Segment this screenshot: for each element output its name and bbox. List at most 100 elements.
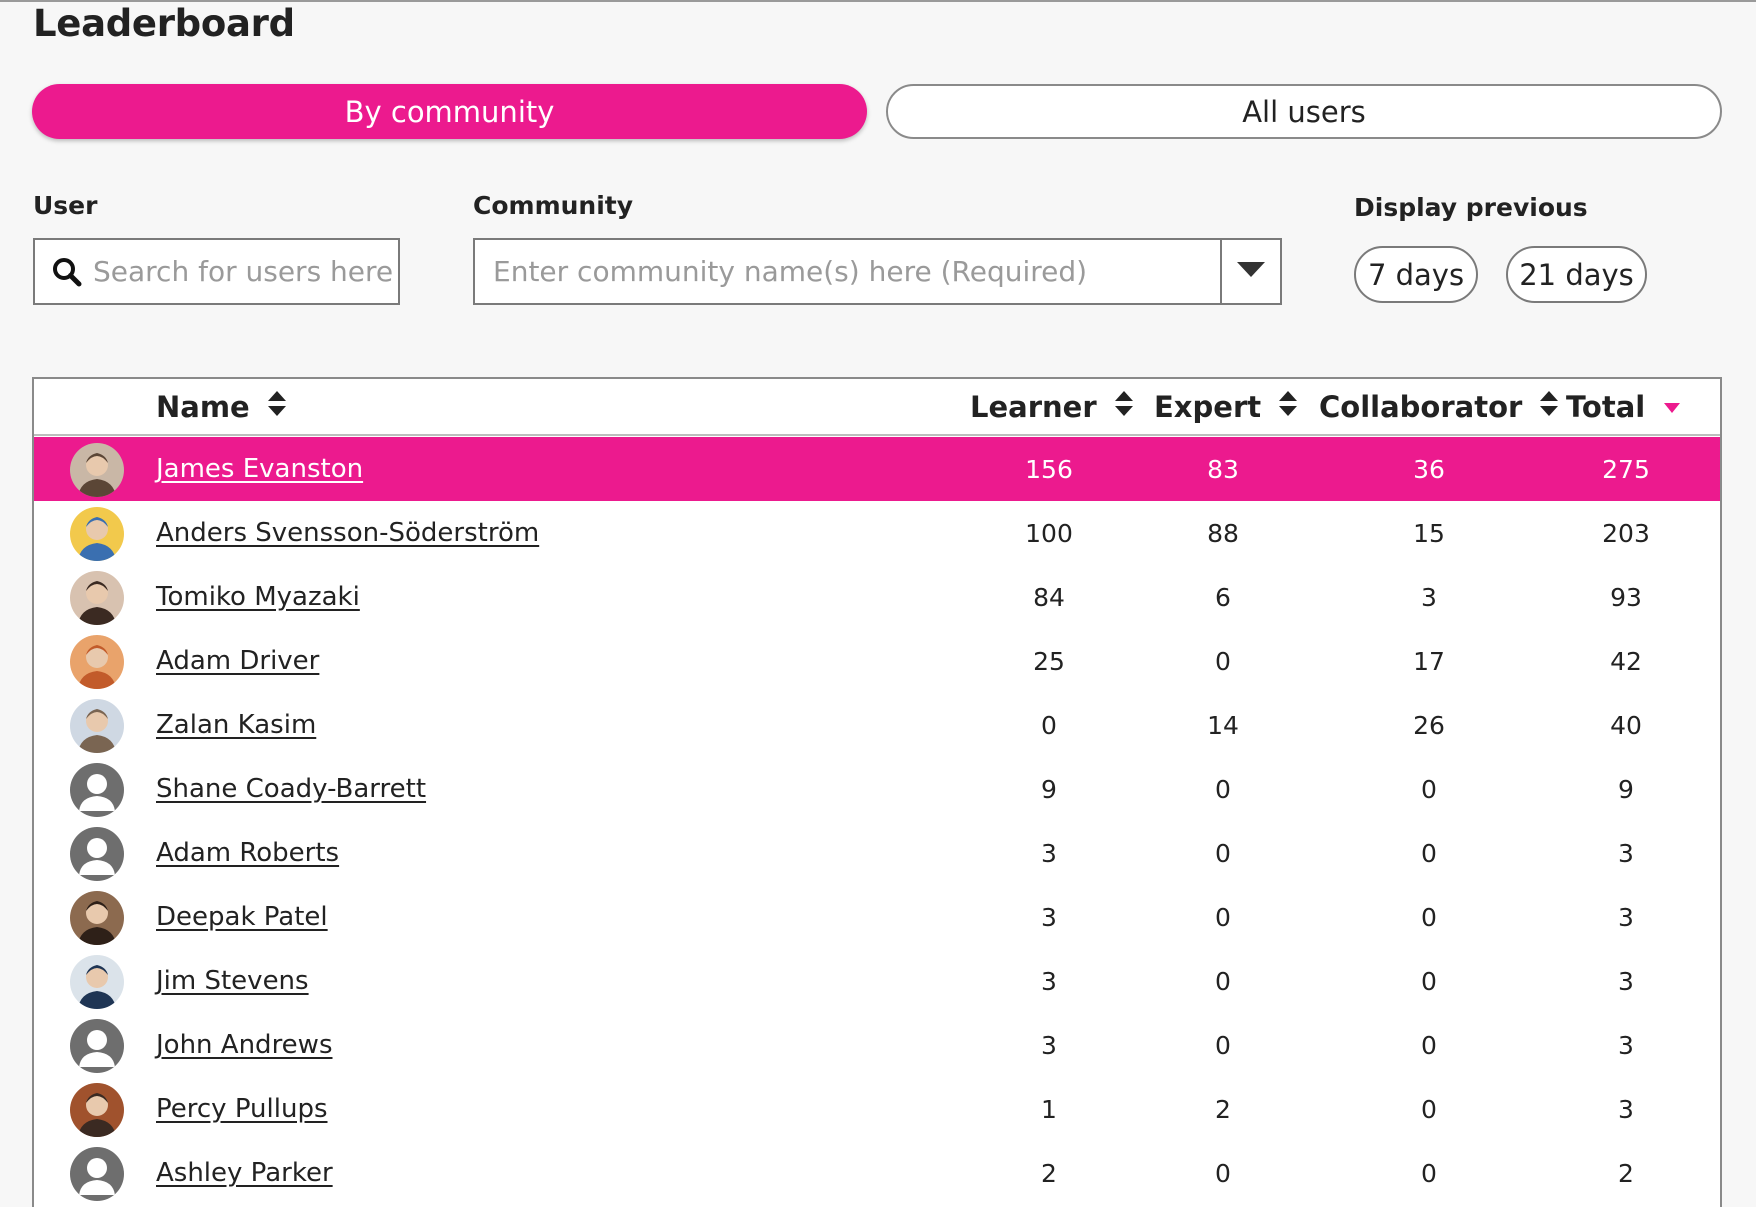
learner-score: 3 [1041,966,1057,996]
sort-icon [267,390,286,424]
default-user-icon [70,763,124,817]
user-name-link[interactable]: Anders Svensson-Söderström [156,518,540,548]
expert-score: 2 [1215,1094,1231,1124]
table-row[interactable]: Adam Driver 25 0 17 42 [34,629,1720,693]
table-row[interactable]: John Andrews 3 0 0 3 [34,1013,1720,1077]
twenty-one-days-button[interactable]: 21 days [1506,246,1647,303]
expert-column-header[interactable]: Expert [1154,379,1298,434]
user-name-link[interactable]: Adam Roberts [156,838,340,868]
expert-score: 0 [1215,966,1231,996]
all-users-toggle[interactable]: All users [886,84,1722,139]
expert-score: 83 [1207,454,1239,484]
sort-icon [1114,390,1133,424]
total-score: 93 [1610,582,1642,612]
total-score: 3 [1618,838,1634,868]
user-avatar [70,1083,124,1137]
user-name-link[interactable]: Deepak Patel [156,902,328,932]
learner-score: 1 [1041,1094,1057,1124]
search-icon [51,256,83,288]
collaborator-score: 0 [1421,774,1437,804]
collaborator-score: 0 [1421,1158,1437,1188]
table-header: Name Learner Expert Collaborator Total [34,379,1720,436]
leaderboard-table: Name Learner Expert Collaborator Total [32,377,1722,1207]
total-column-label: Total [1566,389,1646,424]
learner-column-label: Learner [970,389,1097,424]
user-name-link[interactable]: Ashley Parker [156,1158,333,1188]
top-divider [0,0,1756,2]
collaborator-score: 26 [1413,710,1445,740]
collaborator-score: 0 [1421,966,1437,996]
name-column-header[interactable]: Name [156,379,286,434]
table-row[interactable]: Shane Coady-Barrett 9 0 0 9 [34,757,1720,821]
user-avatar [70,891,124,945]
collaborator-score: 0 [1421,1030,1437,1060]
table-row[interactable]: Tomiko Myazaki 84 6 3 93 [34,565,1720,629]
user-name-link[interactable]: James Evanston [156,454,364,484]
sort-descending-icon [1663,390,1681,424]
expert-column-label: Expert [1154,389,1262,424]
name-column-label: Name [156,389,250,424]
expert-score: 6 [1215,582,1231,612]
user-name-link[interactable]: Percy Pullups [156,1094,328,1124]
community-input[interactable] [493,255,1220,288]
total-score: 3 [1618,1094,1634,1124]
community-filter-label: Community [473,191,634,220]
total-score: 2 [1618,1158,1634,1188]
table-row[interactable]: James Evanston 156 83 36 275 [34,437,1720,501]
chevron-down-icon [1237,261,1265,282]
expert-score: 88 [1207,518,1239,548]
expert-score: 0 [1215,646,1231,676]
expert-score: 0 [1215,902,1231,932]
collaborator-score: 0 [1421,838,1437,868]
user-name-link[interactable]: Adam Driver [156,646,320,676]
user-name-link[interactable]: Jim Stevens [156,966,309,996]
user-filter-label: User [33,191,98,220]
user-name-link[interactable]: Tomiko Myazaki [156,582,360,612]
community-dropdown-button[interactable] [1220,240,1280,303]
display-previous-label: Display previous [1354,193,1588,222]
seven-days-button[interactable]: 7 days [1354,246,1478,303]
by-community-toggle[interactable]: By community [32,84,867,139]
learner-score: 3 [1041,838,1057,868]
table-row[interactable]: Adam Roberts 3 0 0 3 [34,821,1720,885]
total-score: 40 [1610,710,1642,740]
learner-score: 25 [1033,646,1065,676]
table-row[interactable]: Percy Pullups 1 2 0 3 [34,1077,1720,1141]
collaborator-column-header[interactable]: Collaborator [1319,379,1559,434]
collaborator-score: 15 [1413,518,1445,548]
table-row[interactable]: Ashley Parker 2 0 0 2 [34,1141,1720,1205]
total-column-header[interactable]: Total [1566,379,1681,434]
default-user-icon [70,1147,124,1201]
collaborator-score: 17 [1413,646,1445,676]
learner-score: 9 [1041,774,1057,804]
expert-score: 14 [1207,710,1239,740]
table-row[interactable]: Anders Svensson-Söderström 100 88 15 203 [34,501,1720,565]
user-name-link[interactable]: John Andrews [156,1030,333,1060]
user-name-link[interactable]: Zalan Kasim [156,710,317,740]
community-select [473,238,1282,305]
table-row[interactable]: Zalan Kasim 0 14 26 40 [34,693,1720,757]
table-row[interactable]: Deepak Patel 3 0 0 3 [34,885,1720,949]
user-avatar [70,699,124,753]
table-row[interactable]: Jim Stevens 3 0 0 3 [34,949,1720,1013]
learner-score: 156 [1025,454,1073,484]
user-search-box [33,238,400,305]
user-avatar [70,571,124,625]
default-user-icon [70,1019,124,1073]
collaborator-column-label: Collaborator [1319,389,1523,424]
collaborator-score: 3 [1421,582,1437,612]
sort-icon [1279,390,1298,424]
expert-score: 0 [1215,1030,1231,1060]
learner-score: 0 [1041,710,1057,740]
collaborator-score: 0 [1421,1094,1437,1124]
expert-score: 0 [1215,838,1231,868]
user-name-link[interactable]: Shane Coady-Barrett [156,774,427,804]
total-score: 9 [1618,774,1634,804]
total-score: 3 [1618,902,1634,932]
learner-score: 3 [1041,1030,1057,1060]
total-score: 42 [1610,646,1642,676]
user-search-input[interactable] [93,255,398,288]
total-score: 203 [1602,518,1650,548]
learner-column-header[interactable]: Learner [970,379,1133,434]
user-avatar [70,955,124,1009]
